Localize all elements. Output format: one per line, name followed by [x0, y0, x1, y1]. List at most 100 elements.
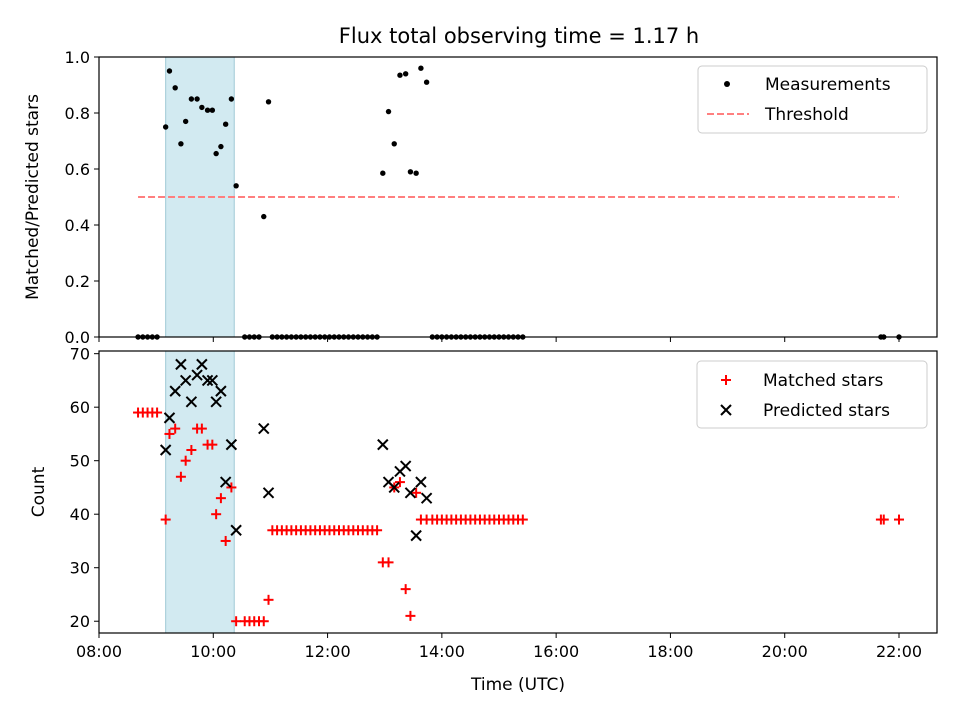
predicted-stars-point: [399, 460, 412, 472]
top-y-axis-label: Matched/Predicted stars: [23, 94, 43, 300]
predicted-stars-point: [219, 476, 232, 488]
top-axes-frame: [98, 56, 938, 338]
measurements-point: [209, 107, 216, 113]
y-tick-label: 0.8: [65, 104, 90, 123]
matched-stars-point: [263, 594, 274, 605]
matched-stars-point: [411, 487, 422, 498]
measurements-point: [188, 96, 195, 102]
legend-predicted-label: Predicted stars: [763, 401, 890, 421]
x-tick-label: 08:00: [76, 642, 122, 661]
predicted-stars-point: [388, 481, 400, 494]
matched-stars-point: [160, 514, 171, 525]
matched-stars-point: [180, 455, 191, 466]
measurements-point: [261, 213, 267, 220]
matched-stars-point: [164, 428, 175, 439]
y-tick-label: 0.2: [65, 272, 90, 291]
x-axis-ticks: 08:00 10:00 12:00 14:00 16:00 18:00 20:00 22:00: [76, 633, 922, 661]
x-tick-label: 14:00: [419, 642, 465, 661]
matched-stars-point: [400, 584, 411, 595]
chart-title: Flux total observing time = 1.17 h: [339, 24, 699, 48]
x-tick-label: 22:00: [876, 642, 922, 661]
bottom-panel: 20 30 40 50 60 70 08:00 10:00 12:00 14:00 16:00 18…: [29, 345, 938, 695]
measurements-point: [413, 170, 419, 176]
predicted-stars-point: [262, 487, 275, 499]
measurements-point: [385, 108, 392, 115]
y-tick-label: 0.0: [65, 328, 90, 347]
top-panel: 0.0 0.2 0.4 0.6 0.8 1.0 Matched/Predicted sta…: [23, 48, 938, 347]
predicted-stars-point: [420, 492, 433, 504]
legend-measurements-label: Measurements: [765, 75, 891, 95]
predicted-stars-point: [225, 438, 238, 451]
top-legend: Measurements Threshold: [697, 65, 928, 134]
matched-stars-point: [220, 535, 231, 546]
measurements-point: [178, 141, 184, 147]
y-tick-label: 60: [70, 398, 90, 417]
measurements-point: [213, 150, 219, 157]
matched-stars-point: [211, 509, 222, 520]
matched-stars-point: [405, 610, 416, 621]
measurements-point: [228, 96, 235, 102]
predicted-stars-point: [230, 524, 242, 536]
measurements-point: [222, 121, 229, 127]
bottom-y-axis-label: Count: [29, 466, 49, 517]
predicted-stars-point: [215, 385, 227, 397]
matched-stars-point: [152, 407, 163, 418]
x-tick-label: 18:00: [647, 642, 693, 661]
legend-matched-label: Matched stars: [763, 371, 883, 391]
predicted-stars-point: [404, 487, 417, 499]
matched-stars-point: [517, 514, 528, 525]
predicted-stars-point: [179, 374, 192, 387]
measurements-point: [418, 65, 424, 71]
matched-stars-point: [215, 493, 226, 504]
measurements-point: [172, 85, 178, 91]
matched-stars-point: [170, 423, 181, 434]
matched-stars-point: [196, 423, 207, 434]
predicted-stars-point: [159, 444, 172, 456]
matched-stars-point: [186, 444, 197, 455]
measurements-point: [162, 124, 169, 130]
bottom-legend-box: [696, 360, 928, 429]
matched-stars-point: [383, 557, 394, 568]
y-tick-label: 30: [70, 559, 90, 578]
x-tick-label: 10:00: [190, 642, 236, 661]
bottom-legend: Matched stars Predicted stars: [696, 360, 928, 429]
matched-stars-point: [894, 514, 904, 525]
matched-stars-point: [207, 439, 218, 450]
measurements-point: [204, 107, 211, 113]
predicted-stars-point: [210, 396, 222, 408]
matched-stars-point: [878, 514, 889, 525]
bottom-marks: [133, 358, 904, 627]
measurements-point: [402, 71, 409, 77]
matched-stars-point: [258, 616, 269, 627]
predicted-stars-point: [175, 358, 187, 371]
top-y-ticks: 0.0 0.2 0.4 0.6 0.8 1.0: [65, 48, 900, 347]
measurements-point: [380, 170, 386, 176]
predicted-stars-point: [258, 422, 270, 435]
matched-stars-point: [175, 471, 186, 482]
x-tick-label: 16:00: [533, 642, 579, 661]
measurements-point: [194, 96, 200, 102]
predicted-stars-point: [410, 529, 422, 542]
y-tick-label: 1.0: [65, 48, 90, 67]
measurements-point: [423, 79, 430, 85]
measurements-point: [199, 104, 205, 111]
bottom-axes-frame: [98, 350, 938, 634]
x-axis-label: Time (UTC): [470, 675, 565, 695]
y-tick-label: 0.6: [65, 160, 90, 179]
bottom-highlight-band: [165, 350, 235, 634]
measurements-point: [391, 141, 397, 147]
predicted-stars-point: [191, 369, 203, 381]
x-tick-label: 12:00: [305, 642, 351, 661]
predicted-stars-point: [206, 374, 219, 387]
predicted-stars-point: [201, 374, 214, 387]
y-tick-label: 70: [70, 345, 90, 364]
predicted-stars-point: [163, 412, 176, 424]
y-tick-label: 20: [70, 612, 90, 631]
measurements-point: [265, 99, 272, 105]
measurements-point: [233, 183, 239, 189]
y-tick-label: 0.4: [65, 216, 90, 235]
predicted-stars-point: [415, 476, 427, 488]
x-tick-label: 20:00: [762, 642, 808, 661]
legend-matched-marker: [721, 375, 731, 385]
